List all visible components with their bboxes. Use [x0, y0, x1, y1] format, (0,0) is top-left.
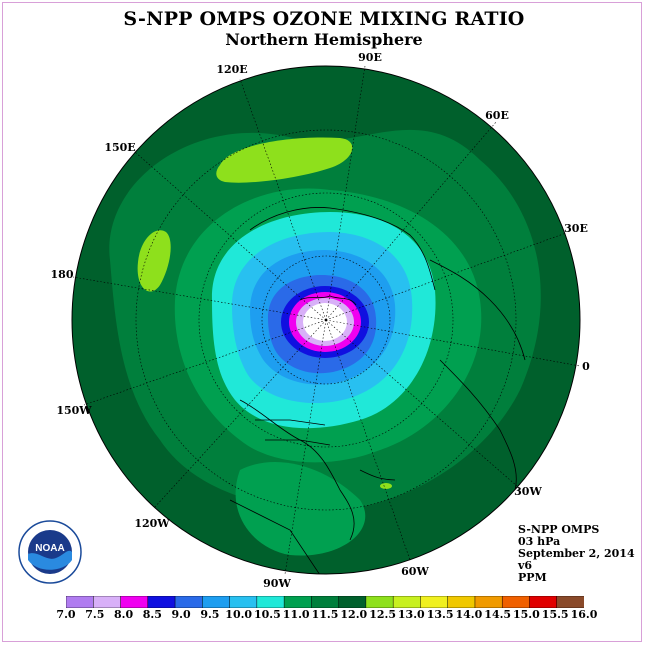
colorbar-swatch	[311, 596, 340, 608]
lon-label-120e: 120E	[216, 63, 247, 76]
polar-no-data	[303, 303, 347, 341]
logo-text: NOAA	[35, 543, 64, 554]
graticule	[72, 65, 581, 575]
map-title: S-NPP OMPS OZONE MIXING RATIO	[123, 8, 525, 30]
colorbar-swatch	[420, 596, 449, 608]
lon-label-60w: 60W	[401, 565, 429, 578]
colorbar-tick-label: 10.5	[253, 608, 281, 621]
colorbar-tick-label: 7.0	[56, 608, 76, 621]
colorbar-tick-label: 14.0	[455, 608, 483, 621]
colorbar-tick-label: 16.0	[570, 608, 598, 621]
colorbar-swatch	[338, 596, 367, 608]
colorbar-tick-label: 12.0	[340, 608, 368, 621]
colorbar-swatch	[93, 596, 122, 608]
colorbar-tick-label: 9.5	[200, 608, 220, 621]
colorbar-swatch	[66, 596, 95, 608]
info-level: 03 hPa	[518, 535, 561, 548]
colorbar-swatch	[147, 596, 176, 608]
contour-12-5-north	[216, 137, 353, 183]
colorbar-swatch	[529, 596, 558, 608]
lon-label-90w: 90W	[263, 577, 291, 590]
ozone-contours	[72, 66, 580, 574]
contour-12-5-west	[137, 230, 171, 292]
colorbar-swatch	[365, 596, 394, 608]
colorbar-tick-label: 10.0	[225, 608, 253, 621]
colorbar-swatch	[447, 596, 476, 608]
lon-label-150w: 150W	[56, 404, 92, 417]
noaa-logo: NOAA	[18, 520, 82, 584]
colorbar-tick-label: 9.0	[171, 608, 191, 621]
colorbar-tick-label: 15.5	[541, 608, 569, 621]
colorbar-swatch	[120, 596, 149, 608]
colorbar-ticks: 7.0 7.5 8.0 8.5 9.0 9.5 10.0 10.5 11.0 11.5 12.0 12…	[0, 608, 648, 624]
info-instrument: S-NPP OMPS	[518, 523, 600, 536]
lon-label-150e: 150E	[104, 141, 135, 154]
map-boundary	[71, 65, 581, 575]
lon-label-0: 0	[582, 360, 590, 373]
contour-11-0-south	[235, 461, 366, 556]
colorbar-tick-label: 8.0	[114, 608, 134, 621]
colorbar-tick-label: 13.0	[397, 608, 425, 621]
colorbar-swatch	[256, 596, 285, 608]
info-date: September 2, 2014	[518, 547, 635, 560]
colorbar-swatch	[392, 596, 422, 608]
coastlines	[229, 207, 526, 574]
colorbar-tick-label: 12.5	[369, 608, 396, 621]
lon-label-30e: 30E	[564, 222, 588, 235]
lon-label-180: 180	[51, 268, 74, 281]
colorbar-tick-label: 14.5	[484, 608, 512, 621]
colorbar-tick-label: 11.5	[311, 608, 339, 621]
colorbar-tick-label: 15.0	[512, 608, 540, 621]
colorbar-swatch	[174, 596, 204, 608]
colorbar-swatch	[283, 596, 313, 608]
colorbar-tick-label: 8.5	[142, 608, 162, 621]
lon-label-120w: 120W	[134, 517, 170, 530]
info-version: v6	[518, 559, 533, 572]
map-subtitle: Northern Hemisphere	[225, 30, 423, 49]
colorbar-swatch	[202, 596, 231, 608]
lon-label-60e: 60E	[485, 109, 509, 122]
colorbar-swatch	[556, 596, 584, 608]
figure-frame	[2, 2, 642, 642]
info-units: PPM	[518, 571, 547, 584]
contour-12-5-small	[380, 483, 392, 489]
colorbar-tick-label: 11.0	[282, 608, 310, 621]
lon-label-90e: 90E	[358, 51, 382, 64]
colorbar-swatch	[501, 596, 531, 608]
colorbar-swatch	[229, 596, 258, 608]
colorbar-tick-label: 13.5	[426, 608, 454, 621]
colorbar	[66, 596, 584, 608]
lon-label-30w: 30W	[514, 485, 542, 498]
colorbar-tick-label: 7.5	[85, 608, 105, 621]
colorbar-swatch	[474, 596, 503, 608]
info-block: S-NPP OMPS 03 hPa September 2, 2014 v6 P…	[518, 524, 635, 584]
